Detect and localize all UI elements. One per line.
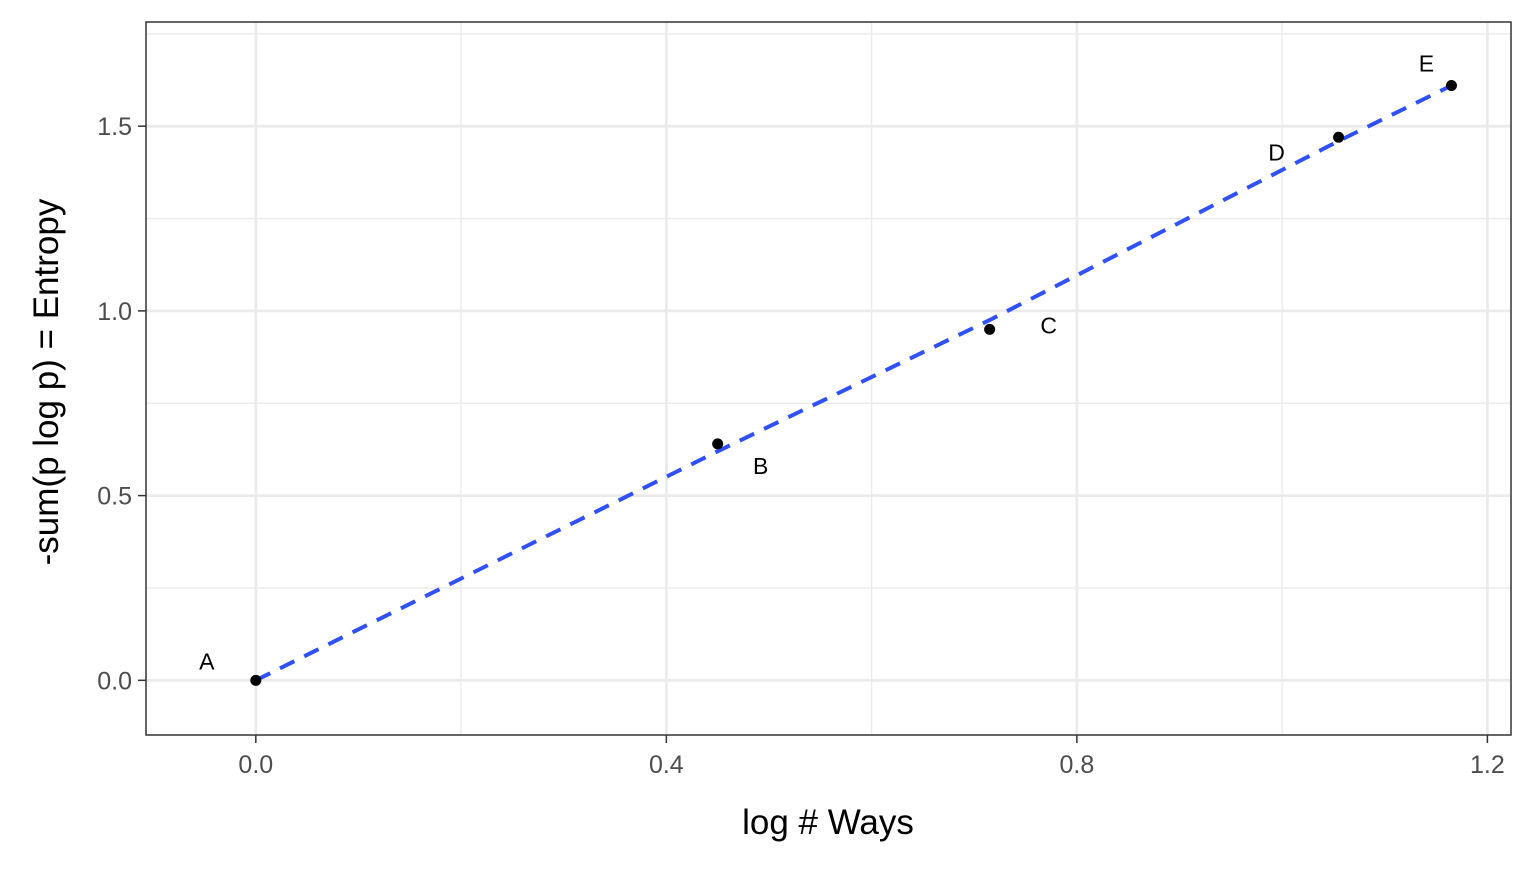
panel-border bbox=[145, 21, 1512, 736]
y-tick-label: 0.0 bbox=[97, 667, 132, 695]
x-tick-label: 0.4 bbox=[649, 751, 684, 779]
data-point-a bbox=[250, 674, 262, 686]
trend-line-layer bbox=[254, 83, 1453, 683]
point-label-a: A bbox=[199, 648, 215, 674]
y-tick-label: 1.0 bbox=[97, 298, 132, 326]
x-tick-label: 0.0 bbox=[238, 751, 273, 779]
y-tick-label: 1.5 bbox=[97, 113, 132, 141]
point-label-e: E bbox=[1419, 51, 1434, 77]
data-point-b bbox=[712, 438, 724, 450]
points-layer bbox=[250, 80, 1457, 686]
y-tick-label: 0.5 bbox=[97, 483, 132, 511]
data-point-e bbox=[1445, 80, 1457, 92]
point-label-d: D bbox=[1268, 139, 1285, 165]
axis-layer: 0.0 0.4 0.8 1.2 0.0 0.5 1.0 1.5 bbox=[97, 113, 1505, 779]
data-point-d bbox=[1333, 131, 1345, 143]
data-point-c bbox=[984, 323, 996, 335]
y-axis-title: -sum(p log p) = Entropy bbox=[27, 198, 66, 565]
trend-line bbox=[254, 83, 1453, 683]
x-tick-label: 1.2 bbox=[1470, 751, 1505, 779]
x-axis-title: log # Ways bbox=[742, 803, 914, 842]
point-label-c: C bbox=[1040, 312, 1057, 338]
point-label-b: B bbox=[753, 453, 768, 479]
grid-layer bbox=[146, 22, 1511, 735]
point-labels-layer: A B C D E bbox=[199, 51, 1434, 675]
x-tick-label: 0.8 bbox=[1059, 751, 1094, 779]
